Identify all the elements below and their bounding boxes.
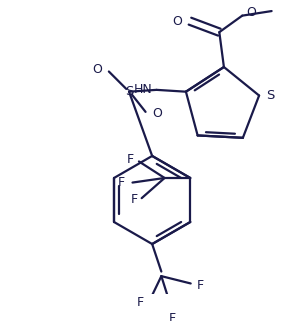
Text: F: F xyxy=(197,279,204,292)
Text: S: S xyxy=(125,85,133,98)
Text: HN: HN xyxy=(134,83,153,96)
Text: F: F xyxy=(118,176,125,189)
Text: O: O xyxy=(93,63,103,76)
Text: S: S xyxy=(266,89,275,102)
Text: F: F xyxy=(131,194,138,206)
Text: O: O xyxy=(246,6,256,19)
Text: F: F xyxy=(137,296,144,309)
Text: O: O xyxy=(152,107,162,120)
Text: F: F xyxy=(169,312,176,321)
Text: O: O xyxy=(173,15,183,28)
Text: F: F xyxy=(126,153,133,166)
